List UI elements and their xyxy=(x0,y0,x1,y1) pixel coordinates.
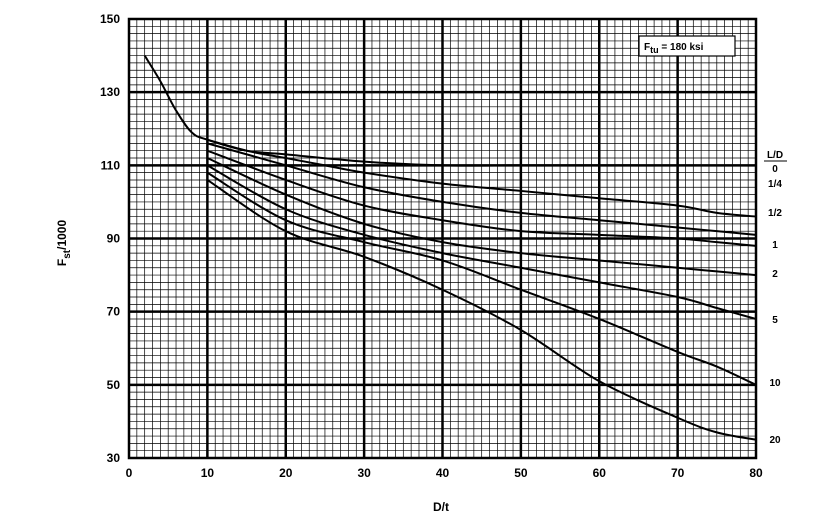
series-line-5 xyxy=(206,164,757,320)
y-tick-label: 70 xyxy=(107,305,121,319)
material-annotation: Ftu = 180 ksi xyxy=(638,35,736,57)
legend-header: L/D xyxy=(767,150,783,161)
series-layer xyxy=(143,55,757,441)
curve-label: 2 xyxy=(772,269,778,280)
series-line-4 xyxy=(206,157,757,277)
y-tick-label: 110 xyxy=(101,158,121,172)
series-line-1 xyxy=(207,138,757,218)
curve-label: 10 xyxy=(769,378,781,389)
annotation-rest: = 180 ksi xyxy=(659,42,704,53)
y-axis-title-suffix: /1000 xyxy=(55,220,69,250)
x-tick-label: 40 xyxy=(436,466,450,480)
annotation-sub: tu xyxy=(650,45,659,55)
x-tick-label: 80 xyxy=(749,466,763,480)
annotation-text: Ftu = 180 ksi xyxy=(644,42,704,55)
series-line-7 xyxy=(206,179,757,441)
y-tick-label: 150 xyxy=(100,12,120,26)
x-tick-label: 10 xyxy=(201,466,215,480)
y-axis-title: Fst/1000 xyxy=(55,220,73,267)
y-tick-label: 50 xyxy=(107,378,121,392)
plot-frame xyxy=(127,17,758,460)
annotation-box xyxy=(638,35,736,57)
y-axis-title-sub: st xyxy=(62,249,73,259)
series-line-0 xyxy=(143,55,639,167)
y-axis-title-main: F xyxy=(55,259,69,266)
curve-label: 1/4 xyxy=(768,179,782,190)
series-line-3 xyxy=(207,149,757,247)
x-axis-title: D/t xyxy=(433,500,449,514)
curve-labels: 0 1/4 1/2 1 2 5 10 20 xyxy=(768,164,782,446)
series-line-6 xyxy=(206,171,757,386)
x-tick-label: 30 xyxy=(357,466,371,480)
curve-label: 0 xyxy=(772,164,778,175)
x-tick-label: 60 xyxy=(593,466,607,480)
x-tick-label: 70 xyxy=(671,466,685,480)
x-tick-label: 0 xyxy=(126,466,133,480)
series-line-2 xyxy=(207,142,757,236)
x-tick-label: 20 xyxy=(279,466,293,480)
annotation-main: F xyxy=(644,42,650,53)
y-tick-label: 90 xyxy=(107,232,121,246)
x-tick-labels: 0 10 20 30 40 50 60 70 80 xyxy=(126,466,763,480)
curve-label: 1 xyxy=(772,240,778,251)
x-tick-label: 50 xyxy=(514,466,528,480)
curve-label: 1/2 xyxy=(768,208,782,219)
curve-label: 5 xyxy=(772,315,778,326)
y-tick-labels: 30 50 70 90 110 130 150 xyxy=(100,12,120,465)
curve-label: 20 xyxy=(769,435,781,446)
y-tick-label: 130 xyxy=(100,85,120,99)
y-tick-label: 30 xyxy=(107,451,121,465)
